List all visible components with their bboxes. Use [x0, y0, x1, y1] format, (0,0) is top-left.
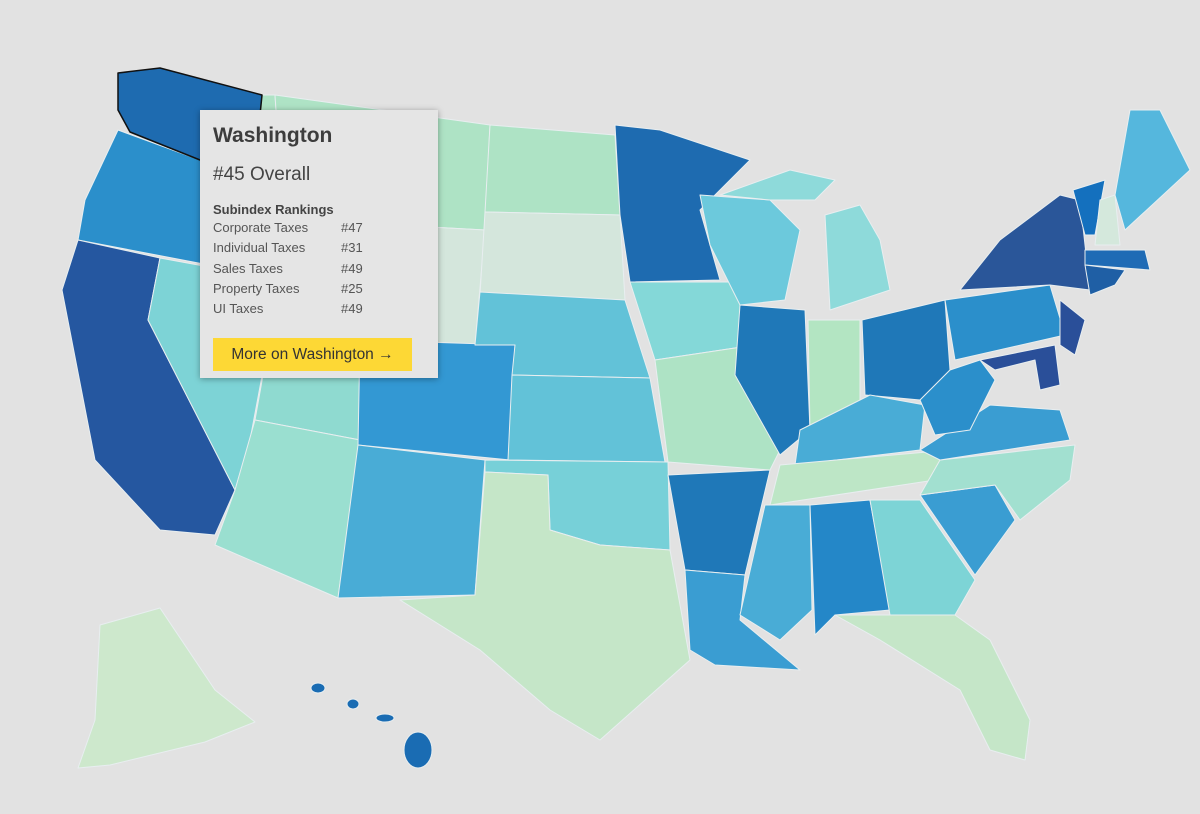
state-georgia[interactable]: [869, 499, 976, 616]
state-hawaii-island[interactable]: [346, 698, 360, 710]
state-new-jersey[interactable]: [1059, 299, 1086, 356]
state-maryland[interactable]: [979, 344, 1061, 391]
subindex-name: Property Taxes: [213, 280, 300, 296]
state-maine[interactable]: [1114, 109, 1191, 231]
subindex-name: UI Taxes: [213, 301, 264, 317]
state-michigan[interactable]: [824, 204, 891, 311]
state-mississippi[interactable]: [739, 504, 813, 641]
subindex-row: Individual Taxes #31: [213, 240, 425, 260]
state-hawaii-island[interactable]: [403, 731, 433, 769]
subindex-row: Corporate Taxes #47: [213, 220, 425, 240]
subindex-rank: #49: [341, 301, 363, 317]
tooltip-title: Washington: [213, 124, 333, 147]
state-west-virginia[interactable]: [919, 359, 996, 436]
tooltip: Washington #45 Overall Subindex Rankings…: [200, 110, 438, 378]
subindex-row: Property Taxes #25: [213, 281, 425, 301]
state-michigan-upper[interactable]: [719, 169, 836, 201]
state-new-york[interactable]: [959, 194, 1091, 291]
state-massachusetts[interactable]: [1084, 249, 1151, 271]
subindex-rank: #25: [341, 280, 363, 296]
subindex-rank: #31: [341, 240, 363, 256]
state-south-dakota[interactable]: [479, 211, 626, 301]
state-north-dakota[interactable]: [484, 124, 621, 216]
state-illinois[interactable]: [734, 304, 811, 456]
subindex-row: UI Taxes #49: [213, 301, 425, 321]
subindex-row: Sales Taxes #49: [213, 261, 425, 281]
state-vermont[interactable]: [1072, 179, 1106, 236]
state-connecticut[interactable]: [1084, 264, 1126, 296]
state-alabama[interactable]: [809, 499, 891, 636]
state-florida[interactable]: [834, 614, 1031, 761]
subindex-name: Corporate Taxes: [213, 220, 309, 235]
state-kansas[interactable]: [507, 374, 666, 463]
state-hawaii-island[interactable]: [375, 713, 395, 723]
state-new-mexico[interactable]: [337, 444, 486, 599]
more-button[interactable]: More on Washington →: [213, 338, 412, 371]
subindex-rank: #49: [341, 260, 363, 276]
state-alaska[interactable]: [77, 607, 256, 769]
subindex-list: Corporate Taxes #47 Individual Taxes #31 Sal…: [213, 220, 425, 321]
state-kentucky[interactable]: [794, 394, 926, 466]
subindex-name: Individual Taxes: [213, 240, 306, 256]
state-louisiana[interactable]: [684, 569, 801, 671]
subindex-rank: #47: [341, 220, 363, 235]
state-north-carolina[interactable]: [919, 444, 1076, 521]
state-texas[interactable]: [399, 471, 691, 741]
state-new-hampshire[interactable]: [1094, 194, 1121, 246]
subindex-name: Sales Taxes: [213, 260, 283, 276]
state-hawaii-island[interactable]: [310, 682, 326, 694]
subindex-heading: Subindex Rankings: [213, 202, 334, 217]
state-arizona[interactable]: [214, 419, 361, 599]
overall-rank: #45 Overall: [213, 164, 311, 185]
